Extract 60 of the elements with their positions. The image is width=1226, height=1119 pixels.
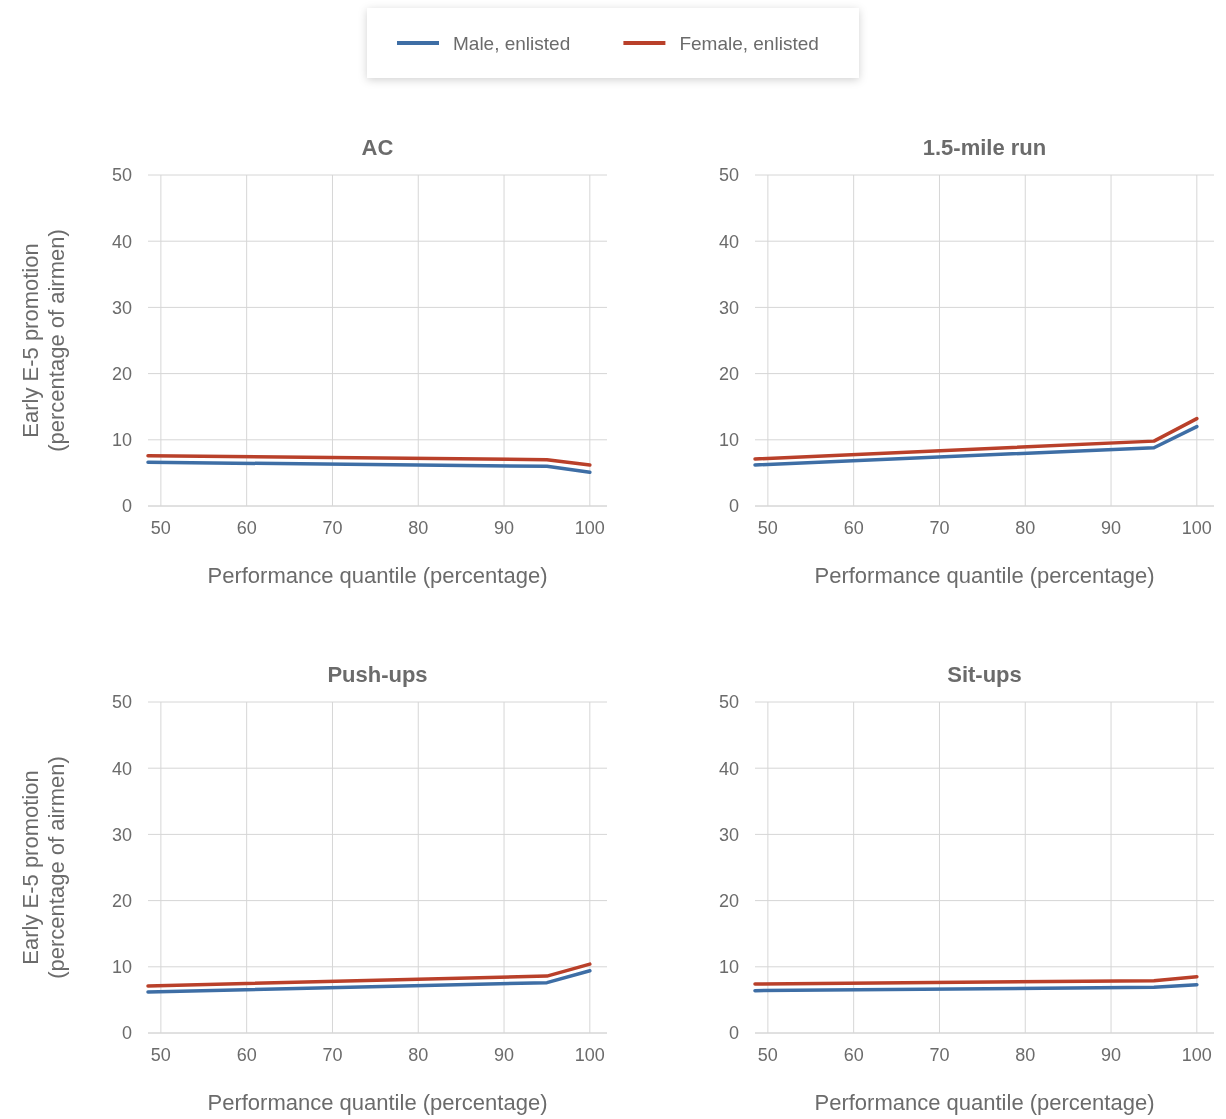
y-tick-label: 40 <box>718 231 739 252</box>
x-tick-label: 50 <box>757 518 778 538</box>
x-tick-label: 70 <box>929 518 950 538</box>
x-tick-label: 50 <box>150 518 171 538</box>
y-tick-label: 40 <box>111 231 132 252</box>
x-axis-title: Performance quantile (percentage) <box>207 1090 548 1115</box>
y-tick-label: 20 <box>718 363 739 384</box>
x-tick-label: 70 <box>929 1045 950 1065</box>
x-tick-label: 50 <box>150 1045 171 1065</box>
y-tick-label: 20 <box>718 890 739 911</box>
y-tick-label: 30 <box>718 297 739 318</box>
x-tick-label: 80 <box>408 1045 429 1065</box>
y-tick-label: 0 <box>728 496 739 517</box>
chart-title: AC <box>361 135 394 160</box>
x-tick-label: 60 <box>843 518 864 538</box>
x-tick-label: 70 <box>322 518 343 538</box>
x-tick-label: 90 <box>494 1045 515 1065</box>
chart-title: Push-ups <box>327 662 428 687</box>
x-tick-label: 60 <box>843 1045 864 1065</box>
y-tick-label: 30 <box>111 824 132 845</box>
x-tick-label: 100 <box>574 518 605 538</box>
legend-label: Male, enlisted <box>453 32 571 54</box>
x-tick-label: 100 <box>1181 518 1212 538</box>
x-tick-label: 70 <box>322 1045 343 1065</box>
y-tick-label: 40 <box>111 758 132 779</box>
chart-title: Sit-ups <box>947 662 1022 687</box>
y-tick-label: 0 <box>121 1023 132 1044</box>
y-axis-title: Early E-5 promotion (percentage of airmen) <box>18 756 69 979</box>
x-axis-title: Performance quantile (percentage) <box>207 563 548 588</box>
y-tick-label: 10 <box>111 957 132 978</box>
y-axis-title: Early E-5 promotion (percentage of airmen) <box>18 229 69 452</box>
y-tick-label: 30 <box>718 824 739 845</box>
y-tick-label: 0 <box>121 496 132 517</box>
x-tick-label: 50 <box>757 1045 778 1065</box>
x-tick-label: 60 <box>236 1045 257 1065</box>
y-tick-label: 10 <box>718 957 739 978</box>
y-tick-label: 10 <box>718 430 739 451</box>
legend-label: Female, enlisted <box>679 32 819 54</box>
y-tick-label: 40 <box>718 758 739 779</box>
x-tick-label: 100 <box>1181 1045 1212 1065</box>
x-tick-label: 90 <box>1101 1045 1122 1065</box>
x-axis-title: Performance quantile (percentage) <box>814 563 1155 588</box>
y-tick-label: 30 <box>111 297 132 318</box>
x-tick-label: 80 <box>1015 1045 1036 1065</box>
chart-title: 1.5-mile run <box>922 135 1047 160</box>
y-tick-label: 20 <box>111 890 132 911</box>
x-tick-label: 80 <box>408 518 429 538</box>
x-tick-label: 90 <box>494 518 515 538</box>
x-tick-label: 60 <box>236 518 257 538</box>
y-tick-label: 50 <box>111 165 132 186</box>
y-tick-label: 0 <box>728 1023 739 1044</box>
y-tick-label: 10 <box>111 430 132 451</box>
x-axis-title: Performance quantile (percentage) <box>814 1090 1155 1115</box>
y-tick-label: 50 <box>718 165 739 186</box>
x-tick-label: 100 <box>574 1045 605 1065</box>
x-tick-label: 90 <box>1101 518 1122 538</box>
y-tick-label: 50 <box>718 692 739 713</box>
x-tick-label: 80 <box>1015 518 1036 538</box>
y-tick-label: 50 <box>111 692 132 713</box>
y-tick-label: 20 <box>111 363 132 384</box>
